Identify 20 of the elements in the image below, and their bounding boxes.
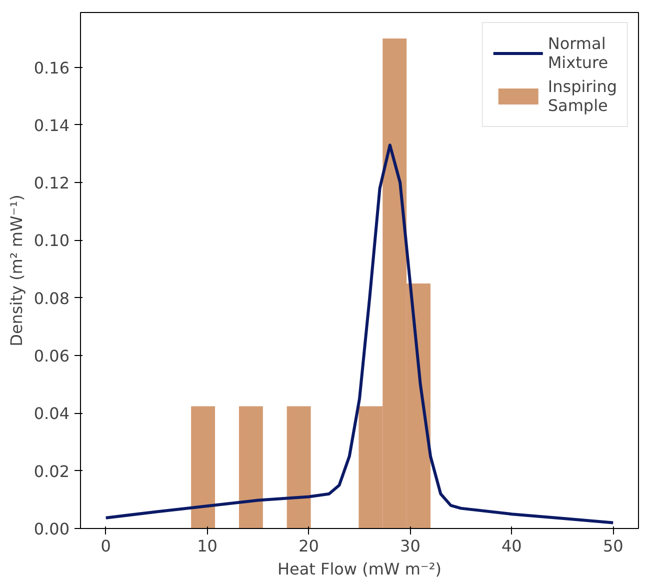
y-tick-label: 0.02 — [34, 462, 70, 481]
y-tick-label: 0.16 — [34, 58, 70, 78]
x-tick-label: 40 — [502, 536, 522, 556]
y-tick-label: 0.08 — [34, 288, 70, 308]
y-tick-label: 0.00 — [34, 520, 70, 538]
y-axis-title: Density (m² mW⁻¹) — [6, 194, 26, 346]
x-tick-label: 20 — [298, 536, 319, 556]
line-series — [104, 144, 615, 524]
x-axis-title: Heat Flow (mW m⁻²) — [277, 560, 442, 578]
y-tick-label: 0.04 — [34, 404, 70, 424]
x-tick-label: 50 — [602, 536, 624, 556]
x-tick-label: 30 — [400, 536, 420, 556]
y-tick-label: 0.12 — [34, 174, 70, 193]
x-tick-label: 0 — [100, 536, 111, 556]
y-tick-label: 0.10 — [34, 231, 70, 250]
y-tick-label: 0.06 — [34, 346, 70, 366]
legend-label: Normal Mixture — [548, 33, 608, 73]
legend-label: Inspiring Sample — [548, 76, 617, 116]
x-tick-label: 10 — [197, 536, 218, 556]
y-tick-label: 0.14 — [34, 116, 70, 135]
